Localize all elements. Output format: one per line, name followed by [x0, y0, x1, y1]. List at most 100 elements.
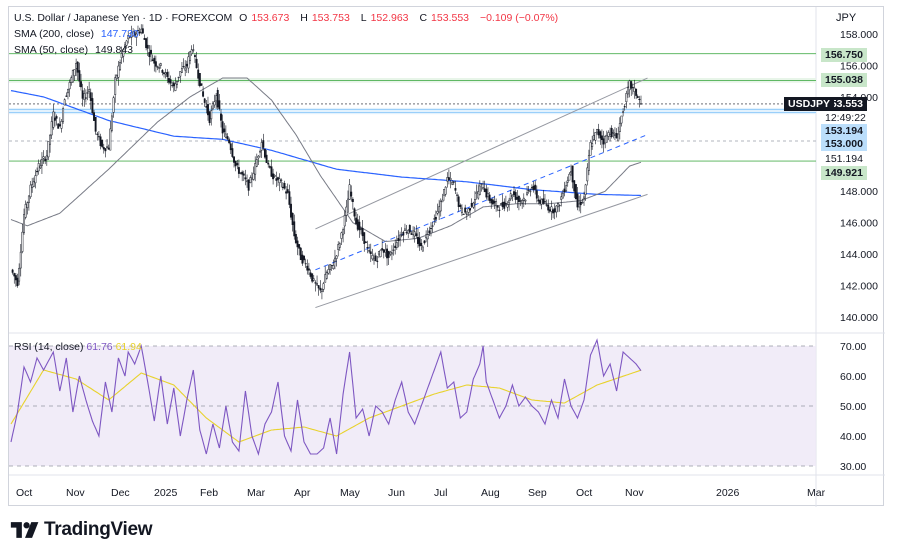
candle	[102, 147, 105, 150]
candle	[291, 212, 294, 225]
candle	[407, 229, 410, 234]
candle	[211, 102, 214, 110]
candle	[91, 98, 94, 114]
candle	[620, 115, 623, 124]
candle	[200, 83, 203, 86]
candle	[317, 285, 320, 289]
rsi-line	[10, 338, 642, 456]
candle	[39, 165, 42, 169]
chart-frame: 158.000156.000154.000148.000146.000144.0…	[8, 6, 885, 507]
sma50-value: 149.843	[95, 44, 134, 56]
candle	[337, 244, 340, 250]
candle	[254, 163, 257, 175]
candle	[573, 180, 576, 192]
candle	[503, 201, 506, 209]
candle	[277, 177, 279, 180]
candle	[32, 181, 35, 187]
candle	[70, 77, 73, 83]
candle	[184, 67, 187, 71]
candle	[36, 171, 38, 173]
candle	[596, 129, 598, 133]
candle	[49, 134, 52, 145]
candle	[203, 98, 206, 103]
candle	[29, 184, 32, 198]
candle	[537, 199, 540, 202]
candle	[101, 139, 104, 147]
time-tick-label: Mar	[247, 487, 266, 499]
candle	[438, 206, 441, 213]
candle	[67, 88, 69, 94]
sma200-value: 147.730	[100, 28, 139, 40]
candle	[52, 111, 55, 128]
candle	[560, 196, 563, 200]
candle	[294, 234, 297, 243]
candle	[623, 106, 626, 108]
candle	[78, 70, 81, 82]
candle	[218, 100, 221, 110]
candle	[348, 184, 351, 200]
candle	[163, 72, 165, 75]
candle	[399, 234, 402, 240]
candle	[490, 198, 493, 204]
candle	[555, 205, 558, 213]
candle	[417, 236, 419, 244]
candle	[614, 133, 616, 136]
candle	[397, 238, 400, 242]
price-tick-label: 144.000	[840, 249, 878, 261]
rsi-tick-label: 50.00	[840, 401, 866, 413]
symbol-legend: U.S. Dollar / Japanese Yen · 1D · FOREXC…	[14, 12, 562, 24]
candle	[636, 96, 639, 98]
candle	[459, 204, 462, 208]
candle	[42, 156, 45, 159]
channel-mid-line	[315, 134, 648, 271]
candle	[524, 199, 527, 202]
candle	[145, 38, 148, 49]
candle	[158, 67, 161, 69]
candle	[439, 201, 442, 212]
candle	[451, 181, 454, 185]
candle	[508, 199, 511, 204]
sma50-legend[interactable]: SMA (50, close) 149.843	[14, 44, 137, 56]
candle	[622, 111, 625, 113]
candle	[587, 155, 590, 171]
candle	[578, 203, 581, 208]
price-tick-label: 158.000	[840, 29, 878, 41]
candle	[329, 264, 332, 270]
chart-canvas[interactable]: 158.000156.000154.000148.000146.000144.0…	[9, 7, 885, 507]
symbol-title: U.S. Dollar / Japanese Yen · 1D · FOREXC…	[14, 12, 233, 24]
candle	[591, 143, 594, 147]
candle	[583, 196, 585, 199]
candle	[89, 92, 92, 101]
candle	[80, 81, 82, 88]
candle	[404, 228, 406, 231]
price-level-tag: 153.194	[821, 124, 867, 138]
candle	[244, 177, 247, 180]
candle	[141, 28, 144, 34]
channel-lower-line	[315, 193, 648, 309]
candle	[68, 82, 71, 90]
candle	[161, 70, 164, 73]
candle	[586, 167, 589, 182]
candle	[581, 202, 584, 204]
rsi-legend[interactable]: RSI (14, close) 61.76 61.94	[14, 341, 142, 353]
price-level-tag: 153.000	[821, 137, 867, 151]
candle	[216, 89, 219, 108]
candle	[410, 233, 413, 235]
candle	[234, 160, 237, 167]
candle	[374, 255, 377, 261]
candle	[137, 30, 139, 32]
sma50-label: SMA (50, close)	[14, 44, 89, 56]
candle	[202, 91, 205, 97]
candle	[54, 117, 56, 121]
candle	[366, 247, 369, 249]
open-value: O 153.673	[239, 12, 290, 24]
time-tick-label: May	[340, 487, 361, 499]
candle	[381, 248, 384, 251]
sma200-legend[interactable]: SMA (200, close) 147.730	[14, 28, 143, 40]
candle	[270, 166, 273, 177]
candle	[109, 128, 112, 151]
rsi-ma-line	[10, 369, 642, 443]
support-zone	[9, 107, 816, 115]
candle	[592, 135, 595, 140]
high-value: H 153.753	[300, 12, 350, 24]
